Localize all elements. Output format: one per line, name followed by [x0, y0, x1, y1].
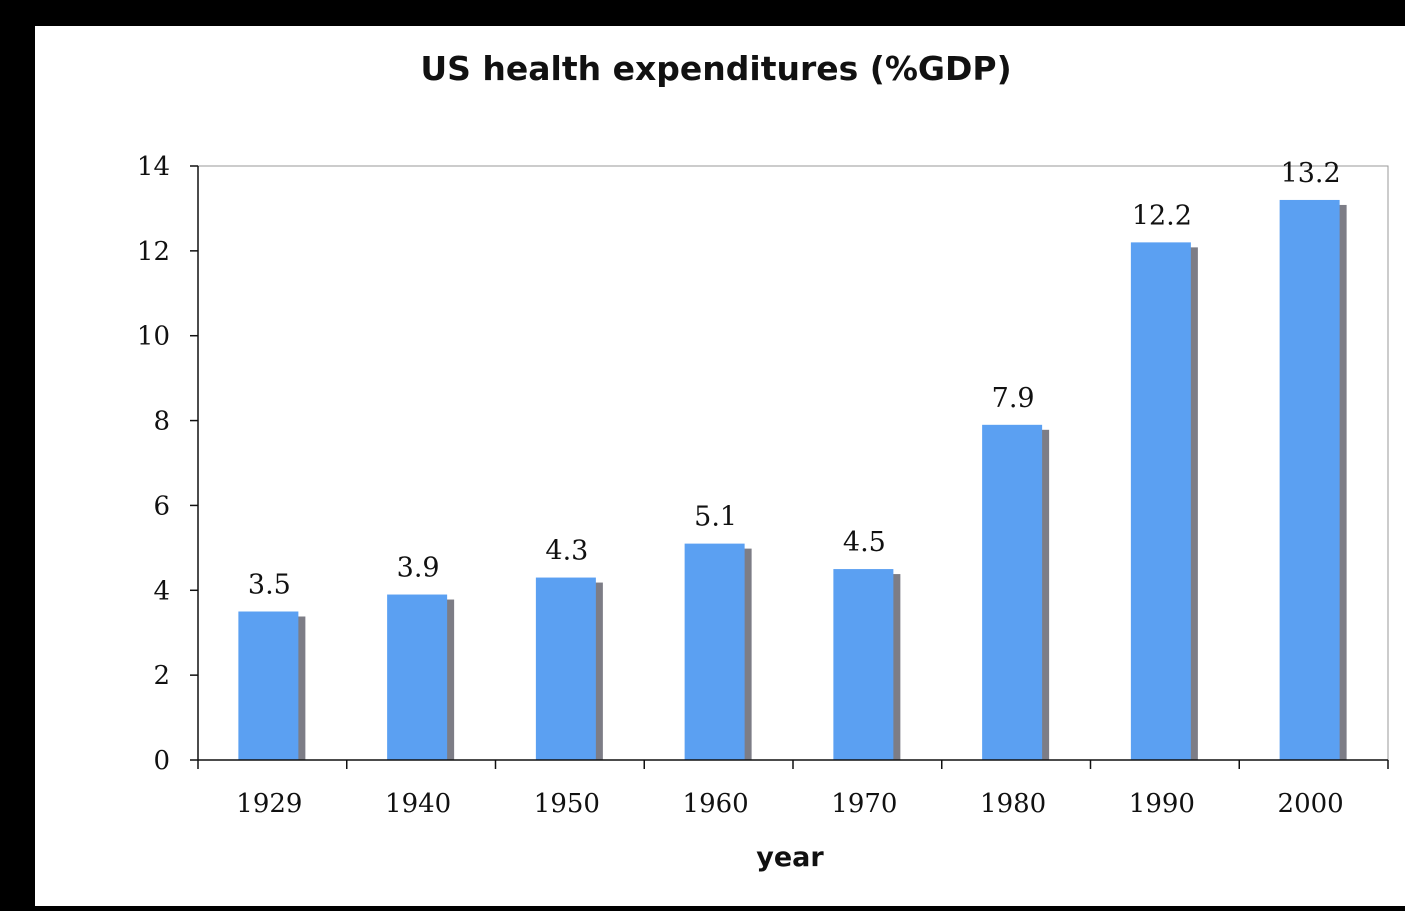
data-label: 3.5 [248, 570, 291, 601]
chart-title: US health expenditures (%GDP) [420, 49, 1011, 88]
x-tick-label: 1980 [980, 789, 1046, 819]
bar [387, 594, 448, 760]
data-label: 13.2 [1281, 158, 1341, 189]
y-tick-label: 0 [153, 746, 170, 776]
y-tick-label: 12 [137, 237, 170, 267]
data-label: 4.5 [843, 527, 886, 558]
x-tick-label: 2000 [1278, 789, 1344, 819]
x-tick-label: 1940 [385, 789, 451, 819]
y-tick-label: 10 [137, 322, 170, 352]
data-label: 5.1 [694, 502, 737, 533]
x-tick-label: 1929 [236, 789, 302, 819]
bar [238, 611, 299, 760]
bar [535, 577, 596, 760]
x-tick-label: 1970 [831, 789, 897, 819]
x-tick-label: 1950 [534, 789, 600, 819]
plot-area: 3.5 3.9 4.3 5.1 4.5 7.9 12.2 13.2 0 2 4 6 8 10 12 14 192… [137, 152, 1389, 819]
y-tick-label: 6 [153, 491, 170, 521]
data-label: 7.9 [992, 383, 1035, 414]
x-tick-label: 1960 [683, 789, 749, 819]
data-label: 12.2 [1132, 200, 1192, 231]
y-tick-label: 2 [153, 661, 170, 691]
bar [833, 569, 894, 760]
bar [1130, 242, 1191, 760]
bar [982, 424, 1043, 760]
y-tick-label: 8 [153, 407, 170, 437]
data-label: 4.3 [545, 536, 588, 567]
x-tick-label: 1990 [1129, 789, 1195, 819]
x-axis-title: year [756, 842, 824, 873]
bar [684, 543, 745, 760]
data-label: 3.9 [397, 553, 440, 584]
plot-border [197, 165, 1389, 761]
bar [1279, 199, 1340, 760]
y-tick-label: 4 [153, 576, 170, 606]
y-tick-label: 14 [137, 152, 170, 182]
